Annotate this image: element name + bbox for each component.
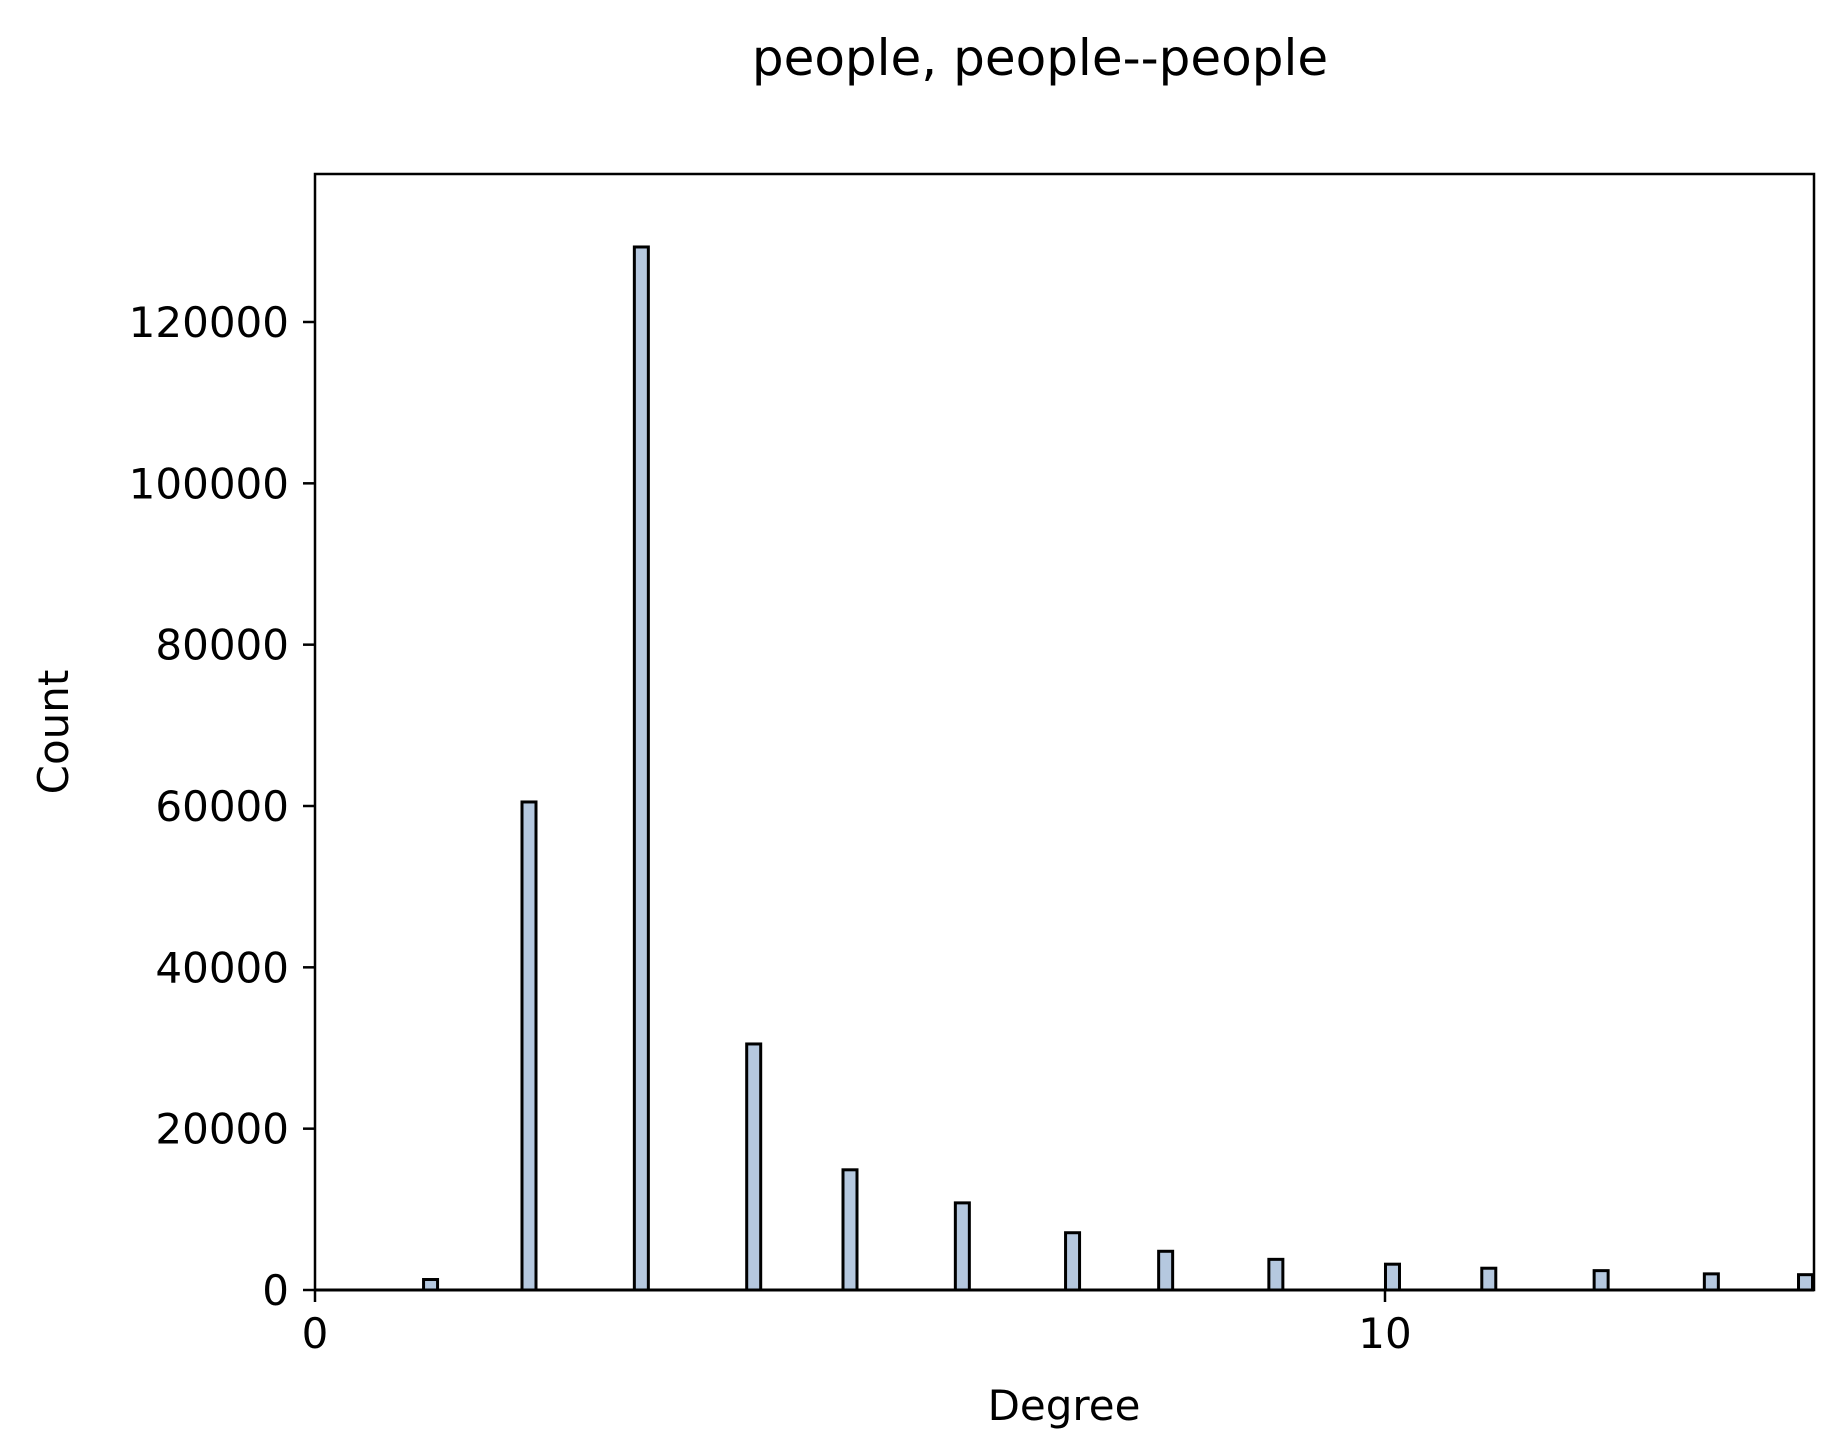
histogram-bar (1064, 1231, 1082, 1292)
histogram-bar (1702, 1272, 1720, 1292)
y-tick-label: 80000 (155, 621, 289, 670)
histogram-bar (841, 1168, 859, 1292)
x-tick-label: 0 (302, 1309, 329, 1358)
histogram-bar (745, 1042, 763, 1292)
histogram-bar (1267, 1257, 1285, 1292)
histogram-bar (1480, 1266, 1498, 1292)
x-tick-label: 10 (1358, 1309, 1411, 1358)
y-tick-label: 20000 (155, 1105, 289, 1154)
histogram-bar (520, 800, 538, 1292)
histogram-bar (1592, 1269, 1610, 1292)
y-tick-label: 100000 (129, 459, 289, 508)
histogram-bar (632, 245, 650, 1292)
x-axis-label: Degree (988, 1381, 1141, 1430)
histogram-bar (422, 1278, 440, 1292)
y-tick-label: 40000 (155, 943, 289, 992)
bars-group (422, 245, 1815, 1292)
histogram-bar (953, 1201, 971, 1292)
histogram-bar (1797, 1273, 1815, 1292)
chart-title: people, people--people (752, 29, 1328, 87)
histogram-bar (1157, 1249, 1175, 1292)
plot-frame (313, 172, 1816, 1292)
histogram-bar (1383, 1262, 1401, 1292)
y-tick-label: 0 (262, 1266, 289, 1315)
y-axis-ticks: 0 20000 40000 60000 80000 100000 120000 (129, 298, 315, 1315)
x-axis-ticks: 0 10 (302, 1290, 1412, 1358)
y-tick-label: 60000 (155, 782, 289, 831)
y-axis-label: Count (29, 670, 78, 795)
y-tick-label: 120000 (129, 298, 289, 347)
